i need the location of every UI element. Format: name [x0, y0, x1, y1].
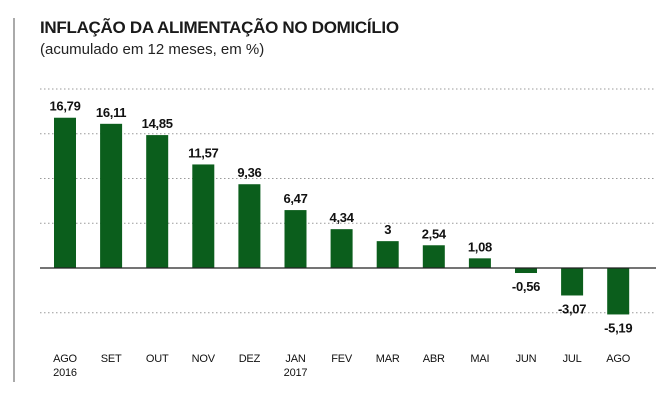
data-label: 6,47: [283, 191, 307, 206]
x-tick-label: 2017: [284, 367, 308, 379]
data-label: 9,36: [237, 165, 261, 180]
bar: [515, 268, 537, 274]
x-tick-label: MAR: [376, 353, 400, 365]
x-tick-label: 2016: [53, 367, 77, 379]
bar: [376, 241, 399, 268]
data-label: 16,11: [96, 105, 126, 120]
data-label: 3: [384, 222, 391, 237]
data-label: 16,79: [49, 99, 80, 114]
data-label: 14,85: [142, 116, 173, 131]
data-label: 2,54: [422, 226, 447, 241]
x-tick-label: DEZ: [239, 353, 261, 365]
x-tick-label: SET: [101, 353, 122, 365]
x-tick-label: JAN: [285, 353, 305, 365]
x-tick-label: FEV: [331, 353, 353, 365]
bar: [607, 268, 630, 315]
x-tick-label: JUN: [516, 353, 537, 365]
bar: [54, 117, 76, 269]
data-label: -0,56: [512, 279, 540, 294]
x-tick-label: ABR: [423, 353, 445, 365]
bar: [100, 123, 123, 269]
chart-subtitle: (acumulado em 12 meses, em %): [40, 41, 265, 58]
bar: [330, 229, 353, 268]
data-label: -3,07: [558, 301, 586, 316]
x-tick-label: OUT: [146, 353, 169, 365]
bar: [192, 164, 215, 268]
x-tick-label: AGO: [53, 353, 77, 365]
bar: [238, 184, 261, 268]
bar: [422, 245, 445, 268]
bar: [146, 135, 169, 268]
data-label: 11,57: [188, 145, 218, 160]
x-tick-label: MAI: [470, 353, 489, 365]
data-label: 4,34: [330, 210, 355, 225]
bar: [284, 210, 307, 268]
data-label: 1,08: [468, 239, 492, 254]
x-tick-label: NOV: [192, 353, 216, 365]
x-tick-label: AGO: [606, 353, 630, 365]
x-tick-label: JUL: [563, 353, 582, 365]
bar: [561, 268, 584, 296]
chart-title: INFLAÇÃO DA ALIMENTAÇÃO NO DOMICÍLIO: [40, 18, 399, 37]
bar: [468, 258, 491, 268]
data-label: -5,19: [604, 320, 632, 335]
